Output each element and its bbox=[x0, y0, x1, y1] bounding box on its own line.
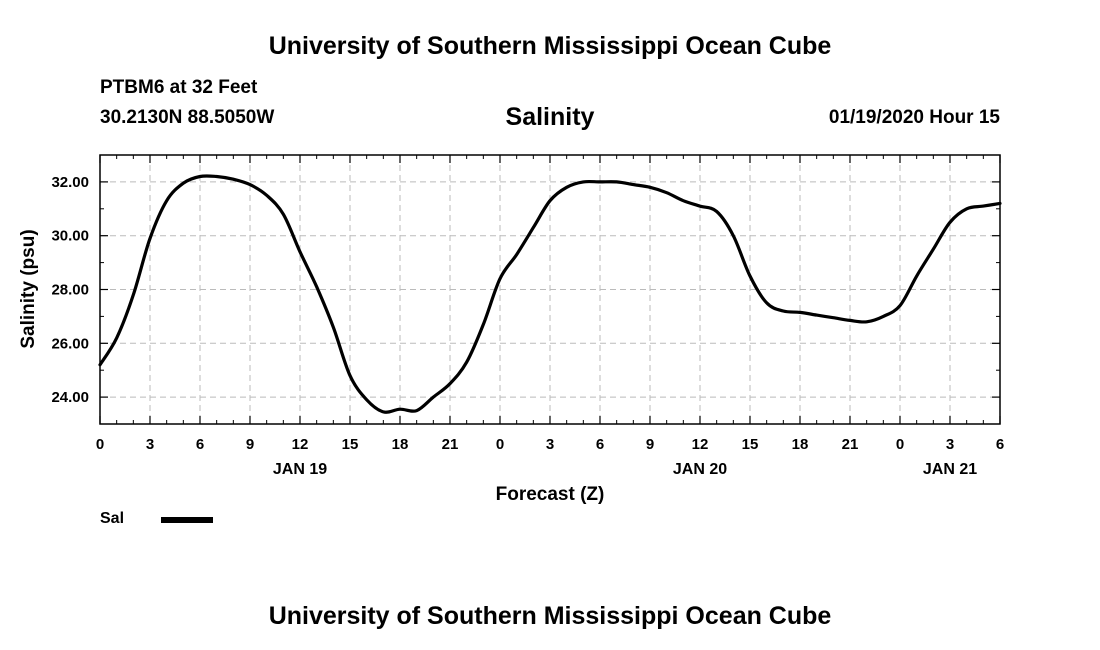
x-tick-label: 21 bbox=[442, 436, 459, 453]
y-tick-label: 32.00 bbox=[51, 174, 89, 191]
date-label: JAN 19 bbox=[273, 461, 327, 478]
x-tick-label: 0 bbox=[896, 436, 904, 453]
x-tick-label: 9 bbox=[246, 436, 254, 453]
x-tick-label: 6 bbox=[196, 436, 204, 453]
x-tick-label: 12 bbox=[692, 436, 709, 453]
legend-label: Sal bbox=[100, 510, 125, 527]
x-tick-label: 15 bbox=[742, 436, 759, 453]
y-axis-label: Salinity (psu) bbox=[18, 229, 39, 348]
x-tick-label: 15 bbox=[342, 436, 359, 453]
x-tick-label: 18 bbox=[792, 436, 809, 453]
x-axis-label: Forecast (Z) bbox=[496, 484, 605, 505]
x-tick-label: 21 bbox=[842, 436, 859, 453]
x-tick-label: 3 bbox=[546, 436, 554, 453]
y-tick-label: 28.00 bbox=[51, 282, 89, 299]
x-tick-label: 6 bbox=[996, 436, 1004, 453]
y-tick-label: 24.00 bbox=[51, 389, 89, 406]
date-label: JAN 20 bbox=[673, 461, 727, 478]
date-label: JAN 21 bbox=[923, 461, 977, 478]
x-tick-label: 12 bbox=[292, 436, 309, 453]
tick-labels: 0 3 6 9 12 15 18 21 0 3 6 9 12 15 18 21 0 3 6 JAN 19 JAN 20 J… bbox=[51, 174, 1004, 478]
datetime-label: 01/19/2020 Hour 15 bbox=[828, 107, 1000, 128]
chart-title: Salinity bbox=[505, 103, 595, 131]
station-label: PTBM6 at 32 Feet bbox=[100, 77, 258, 98]
x-tick-label: 3 bbox=[946, 436, 954, 453]
grid bbox=[100, 155, 1000, 424]
axis-ticks bbox=[99, 154, 1001, 425]
coordinates-label: 30.2130N 88.5050W bbox=[100, 107, 275, 128]
legend-swatch bbox=[161, 517, 213, 523]
y-tick-label: 30.00 bbox=[51, 228, 89, 245]
y-tick-label: 26.00 bbox=[51, 335, 89, 352]
top-title: University of Southern Mississippi Ocean… bbox=[268, 32, 832, 60]
x-tick-label: 0 bbox=[496, 436, 504, 453]
x-tick-label: 9 bbox=[646, 436, 654, 453]
x-tick-label: 6 bbox=[596, 436, 604, 453]
bottom-title: University of Southern Mississippi Ocean… bbox=[268, 602, 832, 630]
x-tick-label: 0 bbox=[96, 436, 104, 453]
x-tick-label: 3 bbox=[146, 436, 154, 453]
x-tick-label: 18 bbox=[392, 436, 409, 453]
series-line-sal bbox=[98, 174, 1002, 414]
